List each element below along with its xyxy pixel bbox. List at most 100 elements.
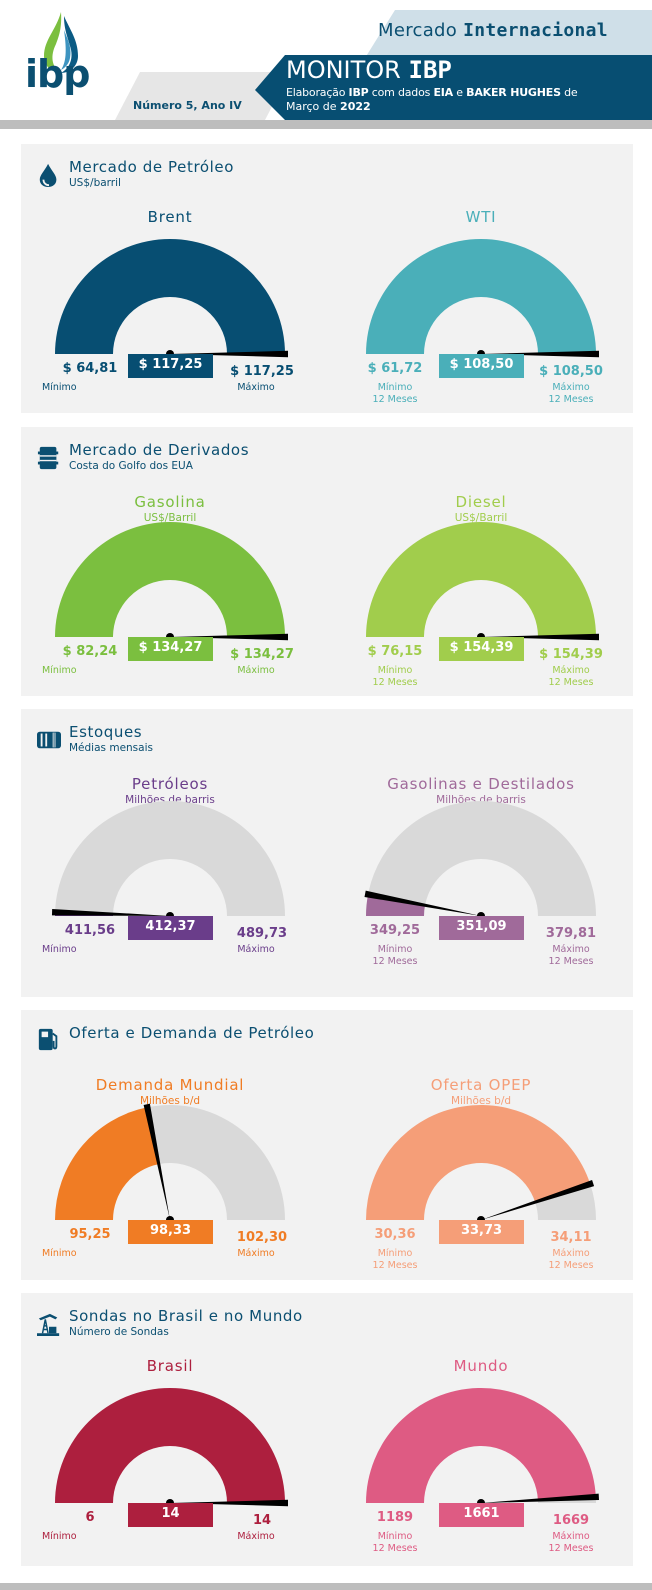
gauge-needle (481, 1180, 595, 1220)
current-value: 351,09 (439, 916, 524, 940)
section-label-bold: Internacional (463, 20, 608, 41)
max-label: Máximo (206, 382, 306, 394)
gauge-fill (366, 1388, 596, 1503)
max-label: Máximo 12 Meses (521, 665, 621, 689)
footer-bar (0, 1583, 652, 1590)
gauge-title: Brent (147, 208, 193, 226)
gauge-title: Petróleos (131, 775, 209, 793)
max-period: 12 Meses (548, 677, 594, 688)
max-value: 379,81 (545, 926, 597, 941)
max-label-text: Máximo (237, 944, 275, 955)
min-value: 30,36 (374, 1227, 416, 1242)
section-title: Oferta e Demanda de Petróleo (69, 1024, 315, 1042)
current-value: $ 154,39 (439, 637, 524, 661)
min-label: Mínimo (42, 665, 142, 677)
min-label-text: Mínimo (42, 382, 77, 393)
current-value: $ 108,50 (439, 354, 524, 378)
min-period: 12 Meses (372, 1543, 418, 1554)
panel-estoques: Estoques Médias mensais Petróleos Milhões d… (21, 709, 633, 997)
gauge-fill (55, 1388, 285, 1503)
min-label-text: Mínimo (42, 1531, 77, 1542)
credit-line: Elaboração IBP com dados EIA e BAKER HUG… (286, 86, 578, 99)
max-label-text: Máximo (552, 382, 590, 393)
ibp-logo-text: ibp (25, 52, 90, 96)
gauge-needle (481, 1493, 600, 1503)
panel-sondas-no-brasil-e-no-mundo: Sondas no Brasil e no Mundo Número de Son… (21, 1293, 633, 1566)
gauge-fill (366, 522, 596, 637)
gauge-needle (364, 890, 481, 916)
panel-mercado-de-derivados: Mercado de Derivados Costa do Golfo dos E… (21, 427, 633, 696)
credit-part: BAKER HUGHES (466, 86, 561, 99)
storage-tank-icon (37, 731, 61, 749)
gauge-title: Mundo (453, 1357, 509, 1375)
min-value: 1189 (376, 1510, 414, 1525)
gauge-unit: Milhões b/d (450, 1095, 512, 1107)
header-bands (0, 10, 652, 129)
max-period: 12 Meses (548, 1543, 594, 1554)
gauge-dial (366, 239, 599, 358)
gauge-title: Oferta OPEP (430, 1076, 532, 1094)
min-period: 12 Meses (372, 956, 418, 967)
max-value: 34,11 (550, 1230, 592, 1245)
gauge-track (147, 1105, 285, 1220)
gauge-dial (366, 1105, 596, 1224)
min-label: Mínimo 12 Meses (345, 382, 445, 406)
max-value: 14 (252, 1513, 272, 1528)
section-subtitle: Costa do Golfo dos EUA (69, 460, 193, 472)
min-label: Mínimo (42, 1248, 142, 1260)
gauge-needle (143, 1103, 170, 1220)
gauge-fill (55, 239, 285, 354)
min-label-text: Mínimo (377, 1531, 413, 1542)
min-value: 349,25 (369, 923, 421, 938)
barrel-icon (37, 446, 59, 470)
max-period: 12 Meses (548, 394, 594, 405)
min-label: Mínimo 12 Meses (345, 1531, 445, 1555)
max-period: 12 Meses (548, 1260, 594, 1271)
section-subtitle: US$/barril (69, 177, 121, 189)
gauge-needle (170, 633, 288, 641)
section-subtitle: Número de Sondas (69, 1326, 169, 1338)
credit-part: com dados (368, 86, 434, 99)
ibp-logo-drop-icon (44, 12, 78, 73)
gauge-title: Demanda Mundial (95, 1076, 245, 1094)
gauge-dial (55, 1103, 285, 1224)
gauge-dial (51, 801, 285, 920)
credit-part: de (560, 86, 578, 99)
gauge-fill (366, 1105, 591, 1220)
date-year: 2022 (340, 100, 371, 113)
max-label: Máximo 12 Meses (521, 382, 621, 406)
current-value: 412,37 (128, 916, 213, 940)
current-value: $ 117,25 (128, 354, 213, 378)
gauge-title: Gasolina (134, 493, 206, 511)
credit-part: EIA (433, 86, 453, 99)
panel-mercado-de-petr-leo: Mercado de Petróleo US$/barril Brent $ 117,… (21, 144, 633, 413)
max-value: 489,73 (236, 926, 288, 941)
max-label-text: Máximo (237, 1248, 275, 1259)
current-value: $ 134,27 (128, 637, 213, 661)
max-value: $ 108,50 (539, 364, 603, 379)
min-value: $ 76,15 (367, 644, 423, 659)
gauge-dial (364, 801, 596, 920)
min-label-text: Mínimo (42, 944, 77, 955)
gauge-unit: Milhões de barris (436, 794, 526, 806)
max-label: Máximo (206, 665, 306, 677)
max-value: $ 134,27 (230, 647, 294, 662)
max-label-text: Máximo (237, 382, 275, 393)
issue-number: Número 5, Ano IV (133, 99, 242, 112)
gauge-fill (366, 894, 426, 916)
gauge-unit: US$/Barril (454, 512, 508, 524)
credit-part: IBP (348, 86, 369, 99)
oil-rig-icon (37, 1313, 60, 1336)
section-subtitle: Médias mensais (69, 742, 153, 754)
min-label: Mínimo 12 Meses (345, 1248, 445, 1272)
max-label-text: Máximo (552, 665, 590, 676)
current-value: 98,33 (128, 1220, 213, 1244)
gauge-title: Gasolinas e Destilados (387, 775, 575, 793)
credit-part: e (452, 86, 467, 99)
min-label: Mínimo 12 Meses (345, 944, 445, 968)
max-label-text: Máximo (552, 1531, 590, 1542)
monitor-title-regular: MONITOR (286, 56, 401, 84)
gauge-needle (481, 350, 599, 358)
gauge-fill (55, 1107, 159, 1220)
min-label-text: Mínimo (377, 944, 413, 955)
